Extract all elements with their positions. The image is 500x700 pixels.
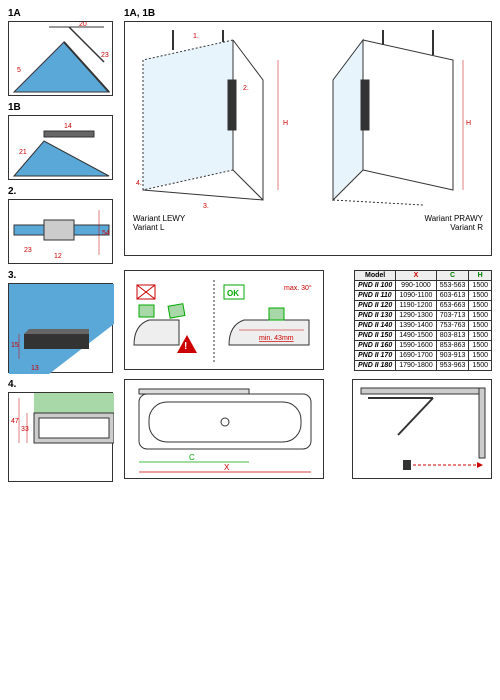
table-row: PND II 1801790-1800953-9631500 [354,361,491,371]
svg-text:33: 33 [21,426,29,433]
caption-variant-r: Wariant PRAWYVariant R [313,214,483,232]
svg-text:54: 54 [102,230,110,237]
corner-layout [352,379,492,479]
table-row: PND II 100990-1000553-5631500 [354,281,491,291]
svg-text:2.: 2. [243,85,249,92]
svg-text:20: 20 [79,22,87,28]
svg-text:H: H [466,120,471,127]
svg-text:X: X [224,463,230,472]
svg-text:!: ! [184,341,187,352]
svg-text:C: C [189,453,195,462]
detail-4: 47 33 [8,392,113,482]
svg-text:12: 12 [54,253,62,260]
isometric-views: H 2. 4. 3. 1. Wariant LEWYVariant L [124,21,492,256]
install-diagram: ! OK max. 30° min. 43mm [124,270,324,370]
svg-text:15: 15 [11,342,19,349]
detail-2: 54 23 12 [8,199,113,264]
th-c: C [436,271,469,281]
svg-text:14: 14 [64,123,72,130]
svg-text:1.: 1. [193,33,199,40]
svg-text:min. 43mm: min. 43mm [259,335,294,342]
table-row: PND II 1301290-1300703-7131500 [354,311,491,321]
bathtub-top: C X [124,379,324,479]
table-row: PND II 1601590-1600853-8631500 [354,341,491,351]
table-row: PND II 1201190-1200653-6631500 [354,301,491,311]
svg-text:H: H [283,120,288,127]
svg-text:3.: 3. [203,203,209,210]
detail-1a: 20 23 5 [8,21,113,96]
detail-1b: 14 21 [8,115,113,180]
label-1a1b: 1A, 1B [124,8,492,19]
table-row: PND II 1401390-1400753-7631500 [354,321,491,331]
table-row: PND II 1701690-1700903-9131500 [354,351,491,361]
svg-text:max. 30°: max. 30° [284,284,312,292]
th-h: H [469,271,492,281]
th-model: Model [354,271,395,281]
label-2: 2. [8,186,118,197]
detail-3: 15 13 [8,283,113,373]
caption-variant-l: Wariant LEWYVariant L [133,214,303,232]
svg-text:21: 21 [19,149,27,156]
svg-text:47: 47 [11,418,19,425]
svg-text:5: 5 [17,67,21,74]
label-3: 3. [8,270,118,281]
svg-text:23: 23 [101,52,109,59]
table-row: PND II 1101090-1100603-6131500 [354,291,491,301]
label-4: 4. [8,379,118,390]
th-x: X [396,271,436,281]
dimension-table: Model X C H PND II 100990-1000553-563150… [354,270,492,373]
label-1b: 1B [8,102,118,113]
svg-text:23: 23 [24,247,32,254]
svg-text:OK: OK [227,289,239,298]
table-row: PND II 1501490-1500803-8131500 [354,331,491,341]
svg-text:4.: 4. [136,180,142,187]
label-1a: 1A [8,8,118,19]
svg-text:13: 13 [31,365,39,372]
